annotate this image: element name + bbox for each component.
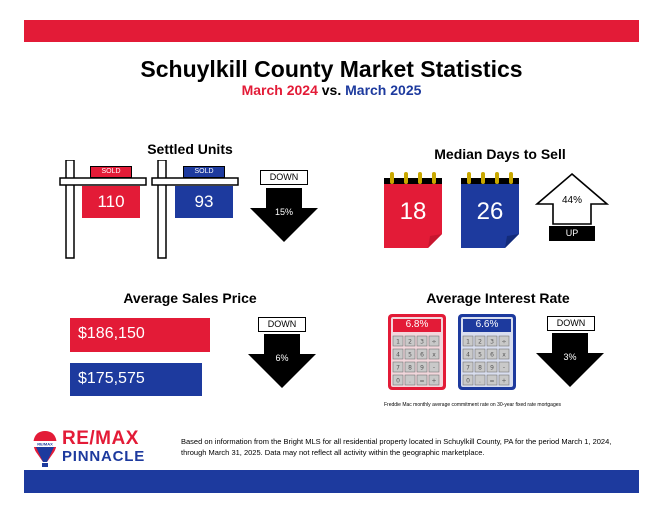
avg-price-2024: $186,150 [78, 325, 145, 342]
calculator-key: 0 [466, 378, 470, 385]
calculator-key: ÷ [501, 339, 506, 346]
calculator-key: x [502, 352, 506, 359]
calculator-key: 8 [408, 365, 412, 372]
settled-units-2024: 110 [82, 186, 140, 218]
calculator-key: 9 [420, 365, 424, 372]
calculator-key: . [409, 378, 411, 385]
down-arrow-icon [248, 334, 316, 388]
calculator-key: 6 [420, 352, 424, 359]
brand-name-line1: RE/MAX [62, 428, 139, 449]
avg-rate-note: Freddie Mac monthly average commitment r… [384, 402, 562, 408]
settled-units-title: Settled Units [147, 141, 233, 157]
footer-disclaimer: Based on information from the Bright MLS… [181, 437, 612, 457]
calculator-key: + [501, 378, 506, 385]
calculator-key: 6 [490, 352, 494, 359]
avg-rate-change: 3% [563, 352, 577, 362]
avg-price-2025-bar [70, 363, 202, 396]
calculator-key: - [433, 365, 435, 372]
page-subtitle: March 2024 vs. March 2025 [0, 82, 663, 98]
calculator-key: 1 [396, 339, 400, 346]
calculator-key: x [432, 352, 436, 359]
calculator-key: = [489, 378, 494, 385]
settled-units-change: 15% [274, 207, 293, 217]
brand-name-line2: PINNACLE [62, 448, 146, 465]
calculator-keys: 1 2 3 ÷ 4 5 6 x 7 8 9 - 0. = + [466, 339, 506, 385]
calculator-key: - [503, 365, 505, 372]
calculator-key: 2 [408, 339, 412, 346]
calculator-key: 2 [478, 339, 482, 346]
calculator-key: 3 [490, 339, 494, 346]
calculator-key: 4 [466, 352, 470, 359]
avg-price-2024-bar [70, 318, 210, 352]
calculator-keys: 1 2 3 ÷ 4 5 6 x 7 8 9 - 0. = + [396, 339, 436, 385]
calculator-key: 9 [490, 365, 494, 372]
calculator-key: 1 [466, 339, 470, 346]
calculator-key: 7 [466, 365, 470, 372]
median-days-direction: UP [549, 226, 595, 241]
calculator-key: 0 [396, 378, 400, 385]
median-days-title: Median Days to Sell [434, 146, 566, 162]
median-days-change: 44% [561, 195, 582, 206]
sign-post-icon [59, 160, 147, 259]
hot-air-balloon-logo: RE/MAX [33, 431, 57, 467]
calculator-key: = [419, 378, 424, 385]
top-red-band [24, 20, 639, 42]
avg-rate-2025: 6.6% [475, 319, 499, 330]
median-days-2025: 26 [476, 198, 504, 225]
calculator-key: . [479, 378, 481, 385]
svg-text:RE/MAX: RE/MAX [37, 442, 53, 447]
down-arrow-icon [536, 333, 604, 387]
subtitle-year-a: March 2024 [241, 82, 318, 98]
down-arrow-icon [250, 188, 318, 242]
calendar-icon [461, 172, 519, 248]
settled-units-2025: 93 [175, 186, 233, 218]
calculator-key: 7 [396, 365, 400, 372]
sold-tag-2024: SOLD [90, 166, 132, 178]
calculator-key: 4 [396, 352, 400, 359]
page-title: Schuylkill County Market Statistics [140, 56, 523, 82]
sign-post-icon [151, 160, 239, 259]
subtitle-vs: vs. [321, 82, 342, 98]
subtitle-year-b: March 2025 [345, 82, 422, 98]
calculator-key: 5 [408, 352, 412, 359]
avg-rate-2024: 6.8% [405, 319, 429, 330]
calculator-icon: 1 2 3 ÷ 4 5 6 x 7 8 9 - 0. = + [388, 314, 446, 390]
sold-tag-2025: SOLD [183, 166, 225, 178]
avg-price-direction: DOWN [258, 317, 306, 332]
calculator-key: + [431, 378, 436, 385]
settled-units-direction: DOWN [260, 170, 308, 185]
calculator-key: 3 [420, 339, 424, 346]
calculator-icon: 1 2 3 ÷ 4 5 6 x 7 8 9 - 0. = + [458, 314, 516, 390]
calendar-icon [384, 172, 442, 248]
avg-price-2025: $175,575 [78, 370, 145, 387]
calculator-key: ÷ [431, 339, 436, 346]
up-arrow-icon [535, 172, 609, 225]
bottom-blue-band [24, 470, 639, 493]
calculator-key: 5 [478, 352, 482, 359]
avg-rate-title: Average Interest Rate [426, 290, 570, 306]
median-days-2024: 18 [399, 198, 427, 225]
avg-price-title: Average Sales Price [123, 290, 257, 306]
calculator-key: 8 [478, 365, 482, 372]
avg-rate-direction: DOWN [547, 316, 595, 331]
avg-price-change: 6% [275, 353, 289, 363]
